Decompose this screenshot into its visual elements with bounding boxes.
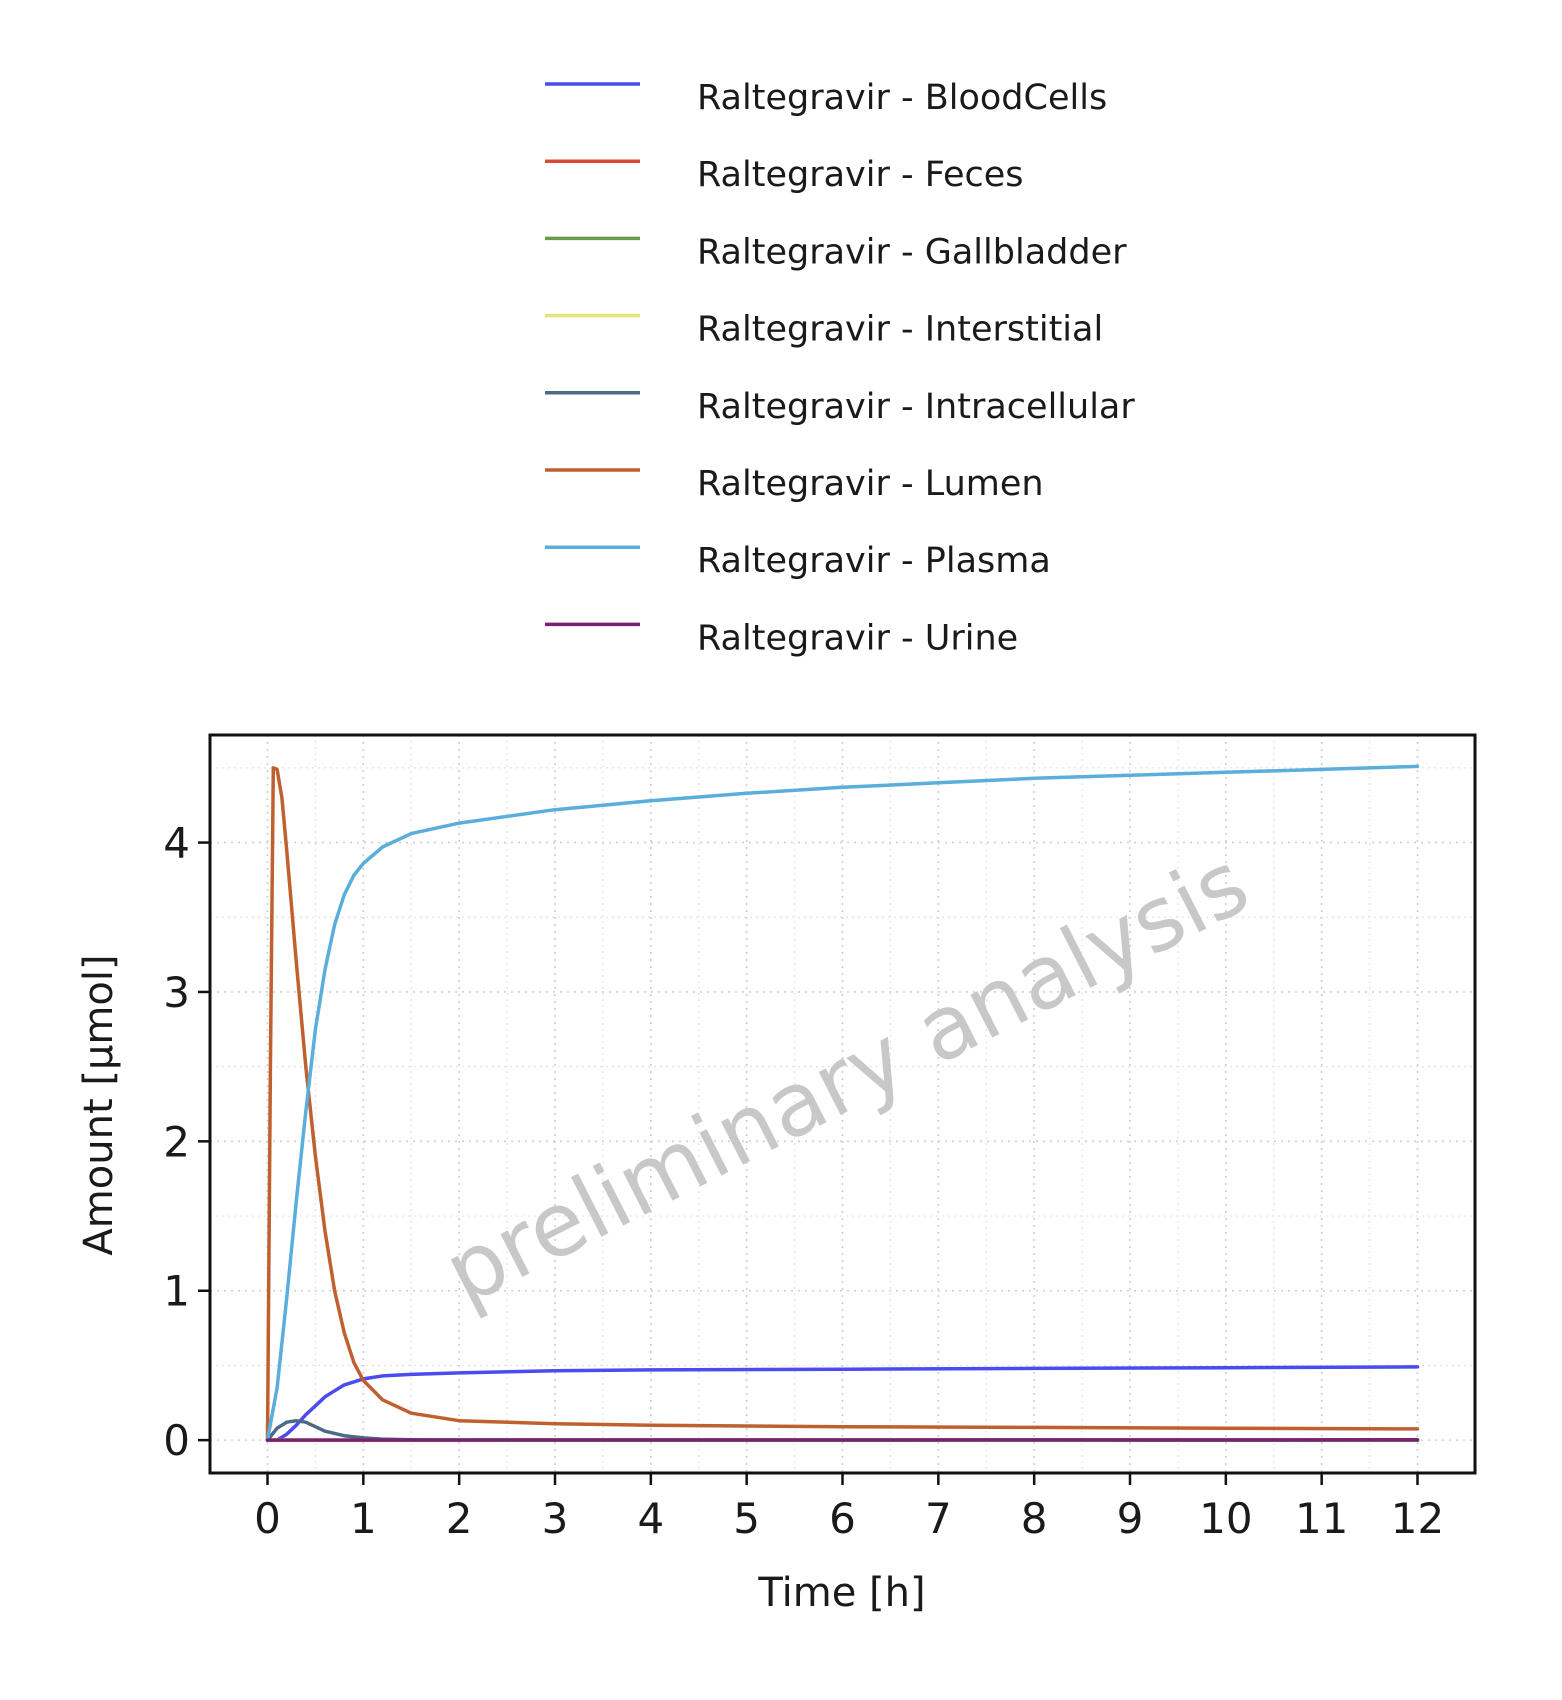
series-line-1 [265,1365,1420,1442]
legend-item: Raltegravir - Plasma [545,541,1051,581]
y-tick-label: 1 [163,1267,190,1316]
legend-item: Raltegravir - Gallbladder [545,232,1127,272]
legend-item: Raltegravir - Urine [545,618,1018,658]
legend-label: Raltegravir - Interstitial [697,310,1103,350]
x-tick-label: 2 [446,1494,473,1543]
x-axis-label: Time [h] [757,1570,925,1616]
x-tick-label: 12 [1391,1494,1444,1543]
series-lines [265,764,1420,1442]
x-tick-label: 8 [1021,1494,1048,1543]
x-tick-label: 6 [829,1494,856,1543]
y-axis-ticks: 0 1 2 3 4 [163,819,210,1465]
series-line-6 [265,766,1420,1442]
x-tick-label: 3 [542,1494,569,1543]
y-tick-label: 4 [163,819,190,868]
x-axis-ticks: 0 1 2 3 4 5 6 7 8 9 10 11 12 [254,1473,1444,1543]
x-tick-label: 1 [350,1494,377,1543]
legend: Raltegravir - BloodCells Raltegravir - Fe… [545,78,1135,658]
x-tick-label: 0 [254,1494,281,1543]
legend-item: Raltegravir - Intracellular [545,387,1135,427]
x-tick-label: 10 [1199,1494,1252,1543]
watermark: preliminary analysis [428,831,1264,1325]
y-tick-label: 3 [163,968,190,1017]
x-tick-label: 11 [1295,1494,1348,1543]
legend-label: Raltegravir - Plasma [697,541,1051,581]
y-tick-label: 0 [163,1416,190,1465]
series-line-5 [265,1418,1420,1442]
legend-item: Raltegravir - Feces [545,155,1024,195]
x-tick-label: 5 [733,1494,760,1543]
x-tick-label: 7 [925,1494,952,1543]
legend-item: Raltegravir - BloodCells [545,78,1107,118]
y-tick-label: 2 [163,1117,190,1166]
legend-label: Raltegravir - BloodCells [697,78,1107,118]
legend-label: Raltegravir - Feces [697,155,1024,195]
series-line-7 [265,764,1420,1442]
legend-label: Raltegravir - Intracellular [697,387,1135,427]
legend-label: Raltegravir - Gallbladder [697,232,1127,272]
legend-label: Raltegravir - Lumen [697,464,1044,504]
x-tick-label: 9 [1117,1494,1144,1543]
legend-item: Raltegravir - Interstitial [545,310,1103,350]
y-axis-label: Amount [µmol] [76,954,122,1255]
legend-label: Raltegravir - Urine [697,618,1018,658]
x-tick-label: 4 [637,1494,664,1543]
legend-item: Raltegravir - Lumen [545,464,1044,504]
